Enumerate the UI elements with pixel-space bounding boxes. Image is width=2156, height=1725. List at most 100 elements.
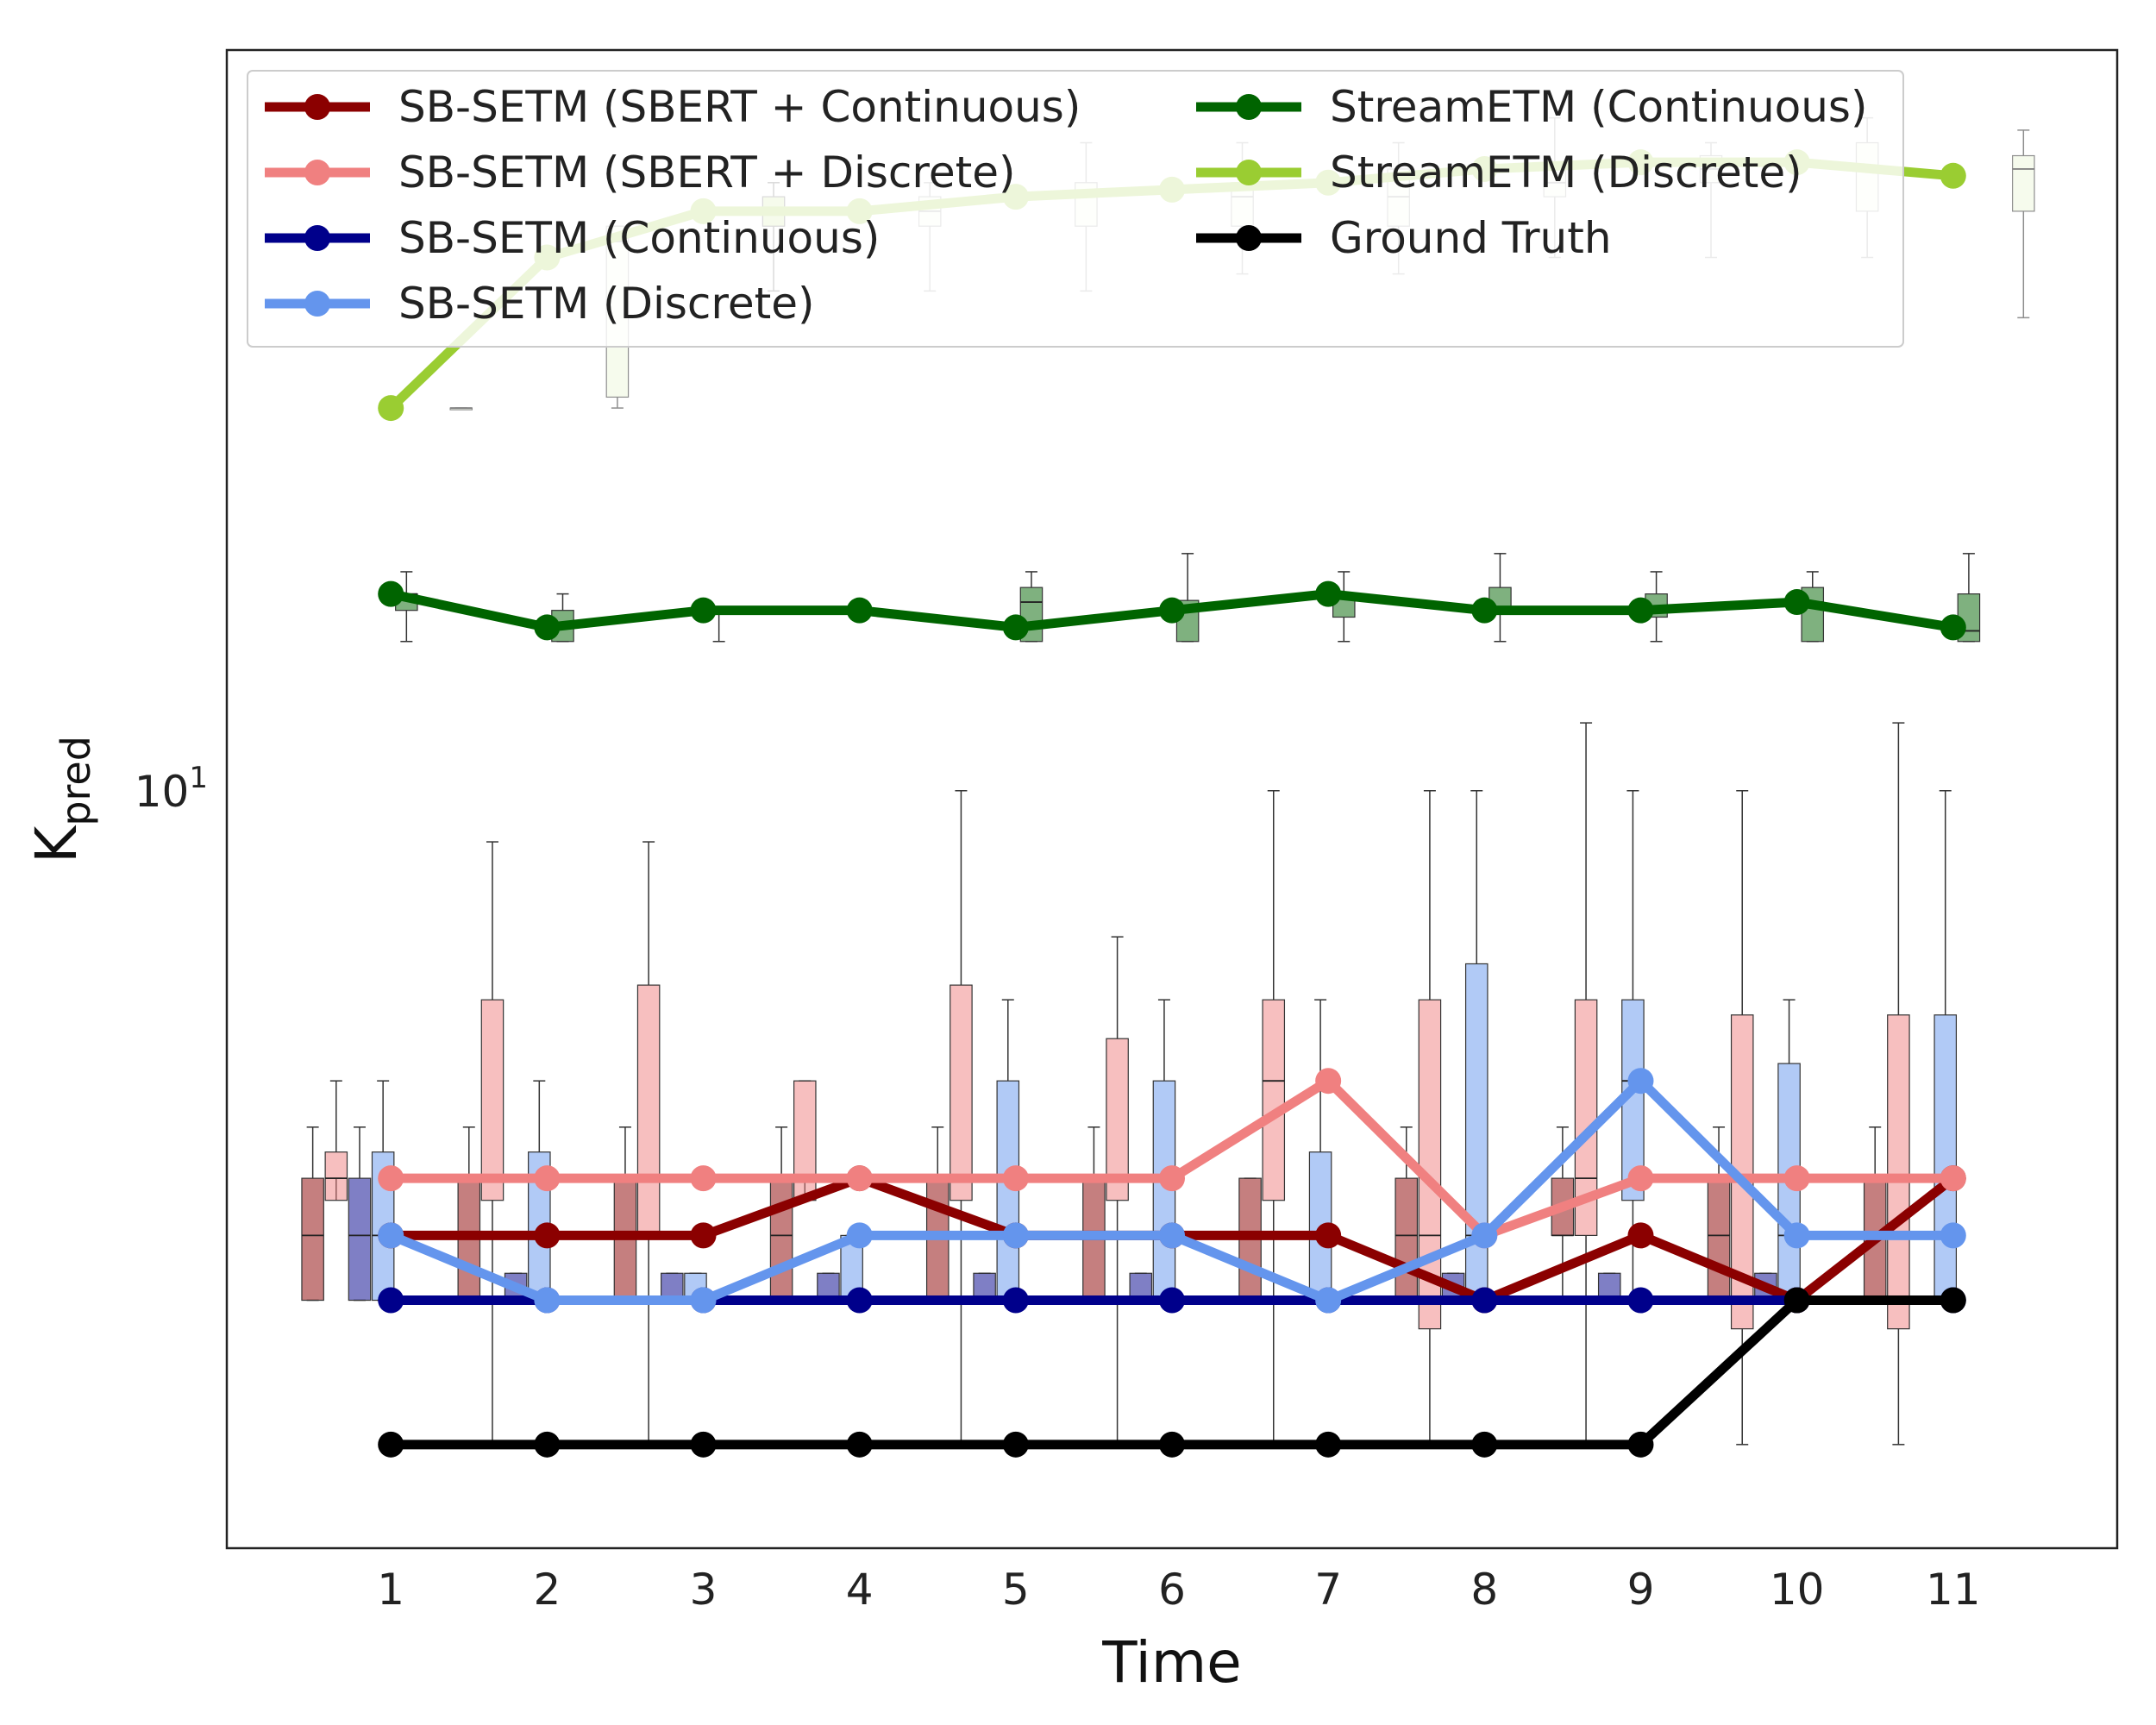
boxplot xyxy=(480,841,505,1446)
boxplot xyxy=(1934,790,1958,1302)
series-point xyxy=(378,1165,404,1192)
boxplot xyxy=(1707,1126,1731,1302)
boxplot xyxy=(1175,553,1200,643)
series-point xyxy=(1159,1431,1185,1458)
series-point xyxy=(378,1222,404,1249)
series-point xyxy=(1783,1287,1810,1314)
boxplot xyxy=(449,407,473,411)
boxplot xyxy=(1152,999,1176,1302)
series-point xyxy=(534,1165,561,1192)
series-point xyxy=(1002,1287,1029,1314)
x-tick-label: 3 xyxy=(690,1565,718,1615)
series-point xyxy=(1002,1165,1029,1192)
series-point xyxy=(534,614,561,641)
x-tick-label: 4 xyxy=(846,1565,874,1615)
boxplot-box xyxy=(301,1177,324,1302)
y-axis-label-subscript: pred xyxy=(53,736,99,826)
y-axis-label: Kpred xyxy=(23,736,99,863)
boxplot-box xyxy=(769,1177,793,1302)
x-tick-label: 5 xyxy=(1002,1565,1030,1615)
legend-swatch-marker xyxy=(1236,94,1262,120)
series-point xyxy=(1783,1222,1810,1249)
boxplot xyxy=(324,1080,348,1201)
series-point xyxy=(846,1165,873,1192)
x-tick-label: 8 xyxy=(1470,1565,1498,1615)
boxplot-box xyxy=(636,984,661,1236)
legend-entry: SB-SETM (Continuous) xyxy=(265,213,880,263)
boxplot-box xyxy=(1395,1177,1419,1302)
boxplot xyxy=(1082,1126,1106,1302)
series-point xyxy=(1471,1222,1498,1249)
boxplot xyxy=(996,999,1020,1302)
boxplot xyxy=(1332,571,1356,643)
series-point xyxy=(690,1431,717,1458)
series-point xyxy=(690,1222,717,1249)
series-point xyxy=(1315,1068,1342,1095)
boxplot xyxy=(636,841,661,1446)
series-point xyxy=(690,1287,717,1314)
legend-label: StreamETM (Continuous) xyxy=(1330,82,1868,132)
x-tick-label: 10 xyxy=(1770,1565,1825,1615)
boxplot xyxy=(1418,790,1442,1446)
series-point xyxy=(690,1165,717,1192)
x-axis-label: Time xyxy=(1101,1629,1242,1696)
boxplot xyxy=(1489,553,1512,643)
legend-entry: StreamETM (Discrete) xyxy=(1196,147,1802,198)
boxplot xyxy=(950,790,973,1446)
legend-swatch-marker xyxy=(304,291,330,317)
legend-frame xyxy=(247,70,1904,348)
boxplot xyxy=(301,1126,324,1302)
series-line xyxy=(391,1295,1953,1450)
series-point xyxy=(1783,1165,1810,1192)
series-point xyxy=(1002,614,1029,641)
boxplot-box xyxy=(1106,1038,1129,1201)
boxplot xyxy=(613,1126,637,1302)
series-point xyxy=(1627,1165,1654,1192)
series-point xyxy=(534,1287,561,1314)
series-point xyxy=(1940,1165,1966,1192)
series-point xyxy=(1159,597,1185,624)
series-point xyxy=(1940,1287,1966,1314)
boxplot-box xyxy=(950,984,973,1201)
series-point xyxy=(1159,1165,1185,1192)
x-tick-label: 2 xyxy=(533,1565,561,1615)
series-point xyxy=(1315,1287,1342,1314)
series-point xyxy=(1471,1287,1498,1314)
legend-label: SB-SETM (SBERT + Continuous) xyxy=(398,82,1081,132)
x-tick-label: 11 xyxy=(1926,1565,1981,1615)
series-point xyxy=(1627,1068,1654,1095)
series-point xyxy=(1002,1431,1029,1458)
boxplot-box xyxy=(1262,999,1286,1201)
series-point xyxy=(1783,589,1810,616)
boxplot xyxy=(1863,1126,1887,1302)
series-point xyxy=(846,597,873,624)
series-point xyxy=(1627,1287,1654,1314)
series-point xyxy=(1159,1222,1185,1249)
legend-swatch-marker xyxy=(304,94,330,120)
boxplot xyxy=(1262,790,1286,1446)
boxplot-box xyxy=(2012,154,2035,212)
series-point xyxy=(690,597,717,624)
legend-label: StreamETM (Discrete) xyxy=(1330,147,1802,198)
legend-label: Ground Truth xyxy=(1330,213,1612,263)
boxplot-box xyxy=(348,1177,372,1302)
legend-swatch-marker xyxy=(1236,225,1262,251)
boxplot-box xyxy=(1934,1014,1958,1302)
legend-label: SB-SETM (SBERT + Discrete) xyxy=(398,147,1015,198)
boxplot xyxy=(2012,129,2035,319)
x-tick-label: 9 xyxy=(1627,1565,1655,1615)
legend-swatch-marker xyxy=(304,225,330,251)
series-point xyxy=(378,1287,404,1314)
series-point xyxy=(1315,1431,1342,1458)
series-point xyxy=(846,1287,873,1314)
boxplot-box xyxy=(1707,1177,1731,1302)
boxplot-box xyxy=(480,999,505,1201)
legend-label: SB-SETM (Continuous) xyxy=(398,213,880,263)
series-point xyxy=(1315,580,1342,607)
legend-entry: Ground Truth xyxy=(1196,213,1612,263)
boxplot xyxy=(1106,936,1129,1446)
series-point xyxy=(1627,597,1654,624)
legend-entries: SB-SETM (SBERT + Continuous) SB-SETM (SBE… xyxy=(265,82,1868,329)
series-point xyxy=(1627,1431,1654,1458)
